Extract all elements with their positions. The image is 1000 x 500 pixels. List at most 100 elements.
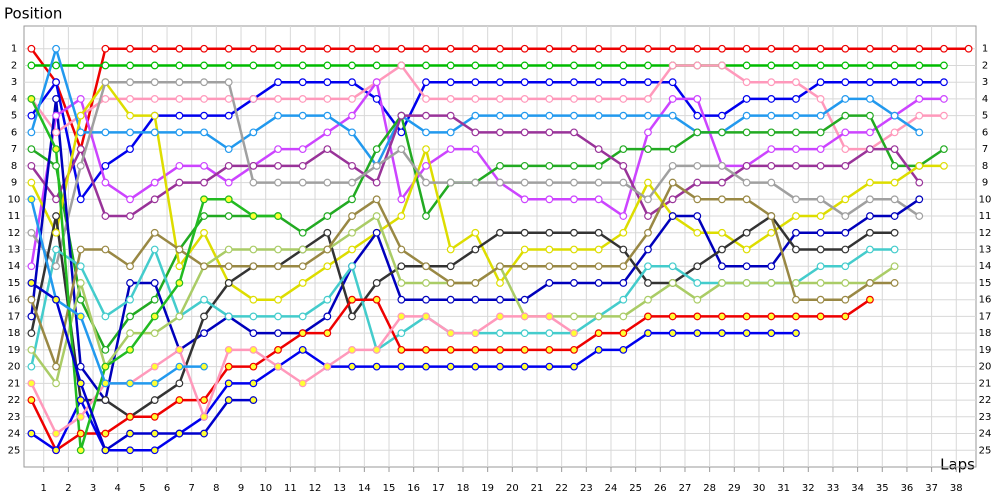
y-tick-label-right: 2 [982, 60, 988, 71]
series-marker [471, 329, 480, 338]
series-marker [644, 61, 652, 70]
series-marker [520, 78, 529, 87]
series-marker [496, 228, 504, 237]
series-marker [520, 95, 529, 103]
series-marker [446, 128, 455, 137]
series-marker [397, 111, 406, 120]
series-marker [693, 128, 702, 137]
series-marker [446, 362, 455, 371]
series-marker [298, 228, 307, 237]
series-marker [200, 295, 208, 304]
series-marker [126, 446, 134, 455]
series-marker [298, 95, 307, 103]
series-marker [496, 128, 504, 137]
series-marker [570, 228, 578, 237]
series-marker [224, 145, 233, 154]
series-marker [841, 312, 850, 321]
series-marker [298, 279, 307, 287]
y-tick-label-right: 5 [982, 111, 988, 122]
series-marker [175, 396, 184, 404]
series-marker [348, 95, 356, 103]
series-marker [915, 78, 924, 87]
x-tick-label: 29 [728, 483, 741, 494]
series-marker [742, 262, 751, 271]
series-marker [101, 44, 110, 53]
series-marker [742, 228, 751, 237]
series-marker [545, 195, 554, 204]
series-line [30, 281, 254, 452]
series-marker [792, 279, 800, 287]
series-marker [422, 145, 430, 154]
y-tick-label-right: 14 [979, 261, 992, 272]
series-marker [693, 312, 702, 321]
series-marker [644, 145, 652, 154]
series-marker [27, 279, 36, 287]
series-marker [940, 78, 948, 87]
y-tick-label: 22 [8, 395, 21, 406]
series-marker [520, 178, 529, 187]
series-marker [520, 111, 529, 120]
series-marker [545, 44, 554, 53]
series-marker [422, 178, 430, 187]
series-marker [200, 262, 208, 271]
series-marker [915, 95, 924, 103]
series-marker [742, 195, 751, 204]
series-marker [767, 178, 776, 187]
series-marker [496, 95, 504, 103]
series-marker [767, 262, 776, 271]
series-marker [816, 195, 825, 204]
series-marker [718, 312, 726, 321]
y-tick-label-right: 20 [979, 362, 992, 373]
series-marker [520, 195, 529, 204]
series-marker [323, 95, 332, 103]
y-tick-label: 13 [8, 245, 21, 256]
series-marker [471, 178, 480, 187]
series-marker [27, 111, 36, 120]
series-marker [323, 362, 332, 371]
series-marker [718, 195, 726, 204]
series-marker [76, 362, 85, 371]
x-tick-label: 33 [827, 483, 840, 494]
series-marker [323, 61, 332, 70]
y-tick-label: 2 [11, 60, 17, 71]
series-marker [866, 195, 874, 204]
series-marker [224, 44, 233, 53]
series-marker [570, 128, 578, 137]
series-marker [545, 228, 554, 237]
series-marker [816, 95, 825, 103]
series-marker [274, 212, 282, 220]
series-marker [693, 279, 702, 287]
series-marker [76, 245, 85, 254]
series-marker [249, 44, 258, 53]
series-marker [397, 262, 406, 271]
series-marker [619, 145, 628, 154]
series-marker [940, 161, 948, 170]
series-marker [348, 245, 356, 254]
series-marker [348, 44, 356, 53]
series-marker [348, 61, 356, 70]
series-marker [545, 78, 554, 87]
series-marker [816, 161, 825, 170]
y-tick-label-right: 17 [979, 311, 992, 322]
series-line [30, 80, 944, 301]
series-marker [274, 111, 282, 120]
series-marker [397, 279, 406, 287]
series-marker [890, 245, 899, 254]
series-marker [175, 429, 184, 438]
series-marker [644, 312, 652, 321]
series-marker [668, 61, 677, 70]
series-marker [372, 362, 381, 371]
series-marker [619, 279, 628, 287]
series-marker [841, 44, 850, 53]
x-tick-label: 9 [238, 483, 244, 494]
series-marker [422, 161, 430, 170]
y-tick-label: 15 [8, 278, 21, 289]
series-marker [570, 312, 578, 321]
series-marker [126, 61, 134, 70]
series-marker [126, 44, 134, 53]
series-marker [323, 245, 332, 254]
series-marker [298, 61, 307, 70]
series-marker [200, 178, 208, 187]
x-axis-label: Laps [940, 456, 975, 474]
y-tick-label-right: 21 [979, 378, 992, 389]
